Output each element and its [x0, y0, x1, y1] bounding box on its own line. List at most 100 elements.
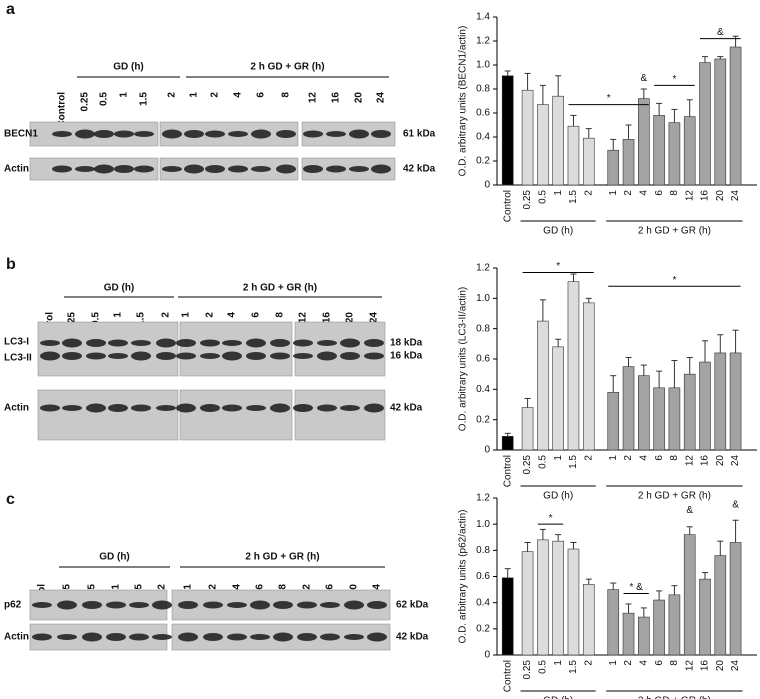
band — [326, 131, 346, 137]
lane-label: 4 — [233, 92, 244, 98]
lane-label: Control — [57, 92, 68, 128]
band — [317, 351, 337, 361]
x-tick-label: 2 — [583, 455, 594, 461]
x-tick-label: 4 — [638, 455, 649, 461]
lane-label: 12 — [302, 584, 313, 596]
band — [86, 339, 106, 347]
group-label: GD (h) — [543, 491, 573, 502]
lane-label: 2 — [210, 92, 221, 98]
band — [228, 131, 248, 137]
lane-label: 16 — [322, 312, 333, 324]
band — [303, 130, 323, 138]
band — [251, 166, 271, 172]
bar — [582, 137, 595, 186]
y-tick-label: 0 — [484, 650, 490, 661]
group-label: 2 h GD + GR (h) — [243, 283, 317, 294]
annotation: & — [732, 500, 739, 511]
lane-label: 6 — [251, 312, 262, 318]
lane-label: 8 — [281, 92, 292, 98]
band — [340, 352, 360, 360]
band — [134, 131, 154, 137]
bar — [567, 548, 580, 656]
lane-label: 0.25 — [80, 92, 91, 112]
size-label: 16 kDa — [390, 351, 423, 362]
band — [320, 633, 340, 641]
bar — [699, 578, 711, 656]
lane-label: 8 — [278, 584, 289, 590]
lane-label: 0.5 — [99, 92, 110, 106]
band — [303, 165, 323, 173]
band — [203, 633, 223, 641]
band — [94, 130, 114, 138]
band — [297, 601, 317, 609]
bar — [699, 62, 711, 186]
bar — [537, 539, 549, 656]
band — [184, 130, 204, 138]
lane-label: 24 — [372, 584, 383, 596]
x-tick-label: Control — [502, 455, 513, 487]
annotation: * — [672, 275, 676, 286]
x-tick-label: 20 — [715, 455, 726, 467]
bar — [714, 352, 727, 451]
y-tick-label: 1.2 — [476, 493, 490, 504]
x-tick-label: Control — [502, 660, 513, 692]
band — [251, 129, 271, 139]
band — [364, 339, 384, 347]
lane-label: 6 — [256, 92, 267, 98]
lane-label: 4 — [227, 312, 238, 318]
y-tick-label: 0.4 — [476, 384, 490, 395]
band — [205, 165, 225, 173]
band — [82, 632, 102, 642]
band — [86, 352, 106, 360]
protein-label: Actin — [4, 632, 29, 643]
bar — [622, 366, 635, 451]
band — [152, 600, 172, 610]
band — [227, 602, 247, 608]
band — [340, 338, 360, 348]
protein-label: Actin — [4, 164, 29, 175]
lane-label: 2 — [161, 312, 172, 318]
lane-label: 24 — [376, 92, 387, 104]
band — [162, 129, 182, 139]
band — [246, 352, 266, 360]
band — [57, 600, 77, 610]
band — [317, 404, 337, 412]
group-label: GD (h) — [113, 62, 144, 73]
x-tick-label: 24 — [730, 190, 741, 202]
lane-label: 20 — [345, 312, 356, 324]
lane-label: 4 — [232, 584, 243, 590]
band — [203, 601, 223, 609]
x-tick-label: 8 — [669, 455, 680, 461]
band — [156, 352, 176, 360]
x-tick-label: 2 — [623, 660, 634, 666]
lane-label: 0.5 — [91, 312, 102, 326]
band — [52, 131, 72, 137]
bar — [582, 584, 595, 656]
x-tick-label: 8 — [669, 190, 680, 196]
band — [176, 403, 196, 413]
band — [293, 404, 313, 412]
x-tick-label: 0.5 — [538, 455, 549, 469]
x-tick-label: Control — [502, 190, 513, 222]
membrane — [179, 389, 293, 441]
protein-label: p62 — [4, 600, 22, 611]
bar — [714, 58, 727, 186]
x-tick-label: 8 — [669, 660, 680, 666]
membrane — [37, 389, 179, 441]
x-tick-label: 12 — [684, 455, 695, 467]
group-label: GD (h) — [543, 696, 573, 699]
band — [75, 129, 95, 139]
band — [364, 352, 384, 360]
band — [205, 130, 225, 138]
band — [317, 340, 337, 346]
band — [222, 404, 242, 412]
band — [371, 164, 391, 174]
y-axis-label: O.D. arbitrary units (p62/actin) — [458, 510, 469, 644]
protein-label: LC3-II — [4, 353, 32, 364]
band — [273, 632, 293, 642]
band — [94, 164, 114, 174]
band — [82, 601, 102, 609]
lane-label: 24 — [369, 312, 380, 324]
x-tick-label: 0.5 — [538, 190, 549, 204]
x-tick-label: 1.5 — [568, 660, 579, 674]
